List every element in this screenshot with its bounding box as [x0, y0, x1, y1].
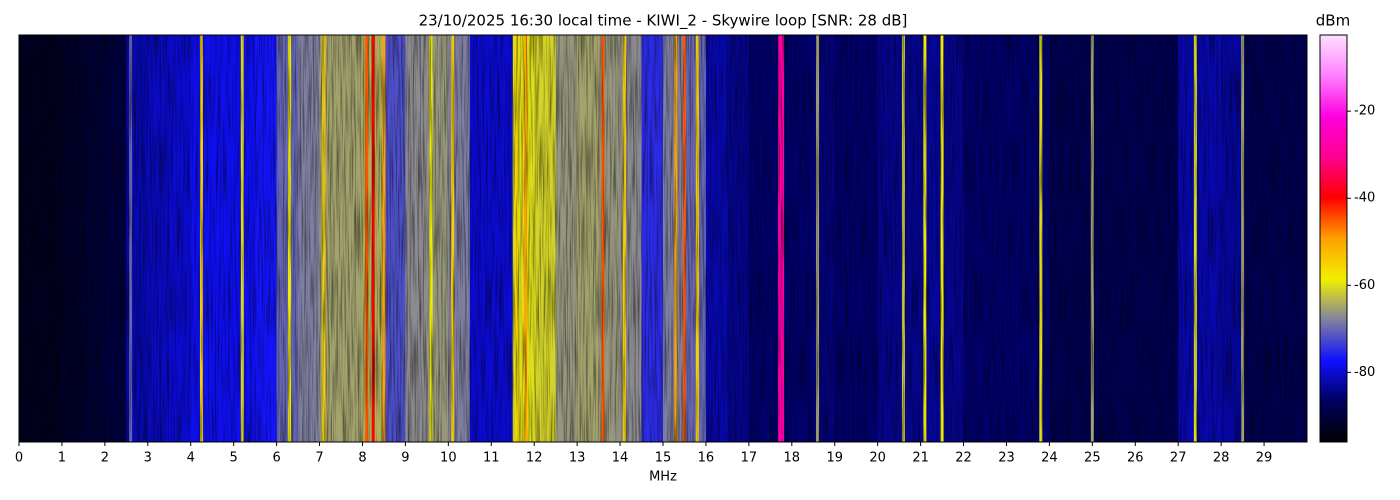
colorbar-tick-label: -80 — [1354, 365, 1375, 380]
x-tick-label: 2 — [101, 451, 109, 466]
x-tick-label: 9 — [401, 451, 409, 466]
x-tick-label: 21 — [912, 451, 929, 466]
x-tick-label: 6 — [272, 451, 280, 466]
chart-title: 23/10/2025 16:30 local time - KIWI_2 - S… — [419, 12, 908, 31]
x-tick-label: 1 — [58, 451, 66, 466]
x-tick-label: 25 — [1084, 451, 1101, 466]
x-tick-label: 4 — [187, 451, 195, 466]
x-axis-label: MHz — [649, 470, 677, 485]
x-tick-label: 27 — [1170, 451, 1187, 466]
colorbar — [1319, 34, 1348, 443]
x-tick-label: 3 — [144, 451, 152, 466]
x-tick-label: 23 — [998, 451, 1015, 466]
x-tick-label: 11 — [483, 451, 500, 466]
x-tick-label: 13 — [569, 451, 586, 466]
x-tick-label: 19 — [826, 451, 843, 466]
x-tick-label: 8 — [358, 451, 366, 466]
x-tick-label: 28 — [1213, 451, 1230, 466]
x-tick-label: 22 — [955, 451, 972, 466]
x-tick-label: 0 — [15, 451, 23, 466]
plot-area — [18, 34, 1308, 443]
x-tick-label: 18 — [784, 451, 801, 466]
colorbar-tick-label: -20 — [1354, 104, 1375, 119]
x-tick-label: 26 — [1127, 451, 1144, 466]
noise-texture — [19, 35, 1307, 442]
colorbar-tick-label: -40 — [1354, 191, 1375, 206]
x-tick-label: 7 — [315, 451, 323, 466]
x-tick-label: 29 — [1256, 451, 1273, 466]
x-tick-label: 15 — [655, 451, 672, 466]
x-tick-label: 16 — [698, 451, 715, 466]
x-tick-label: 12 — [526, 451, 543, 466]
x-tick-label: 24 — [1041, 451, 1058, 466]
x-tick-label: 17 — [741, 451, 758, 466]
colorbar-label: dBm — [1316, 12, 1350, 30]
x-tick-label: 10 — [440, 451, 457, 466]
x-tick-label: 14 — [612, 451, 629, 466]
x-tick-label: 20 — [869, 451, 886, 466]
colorbar-tick-label: -60 — [1354, 278, 1375, 293]
x-tick-label: 5 — [230, 451, 238, 466]
